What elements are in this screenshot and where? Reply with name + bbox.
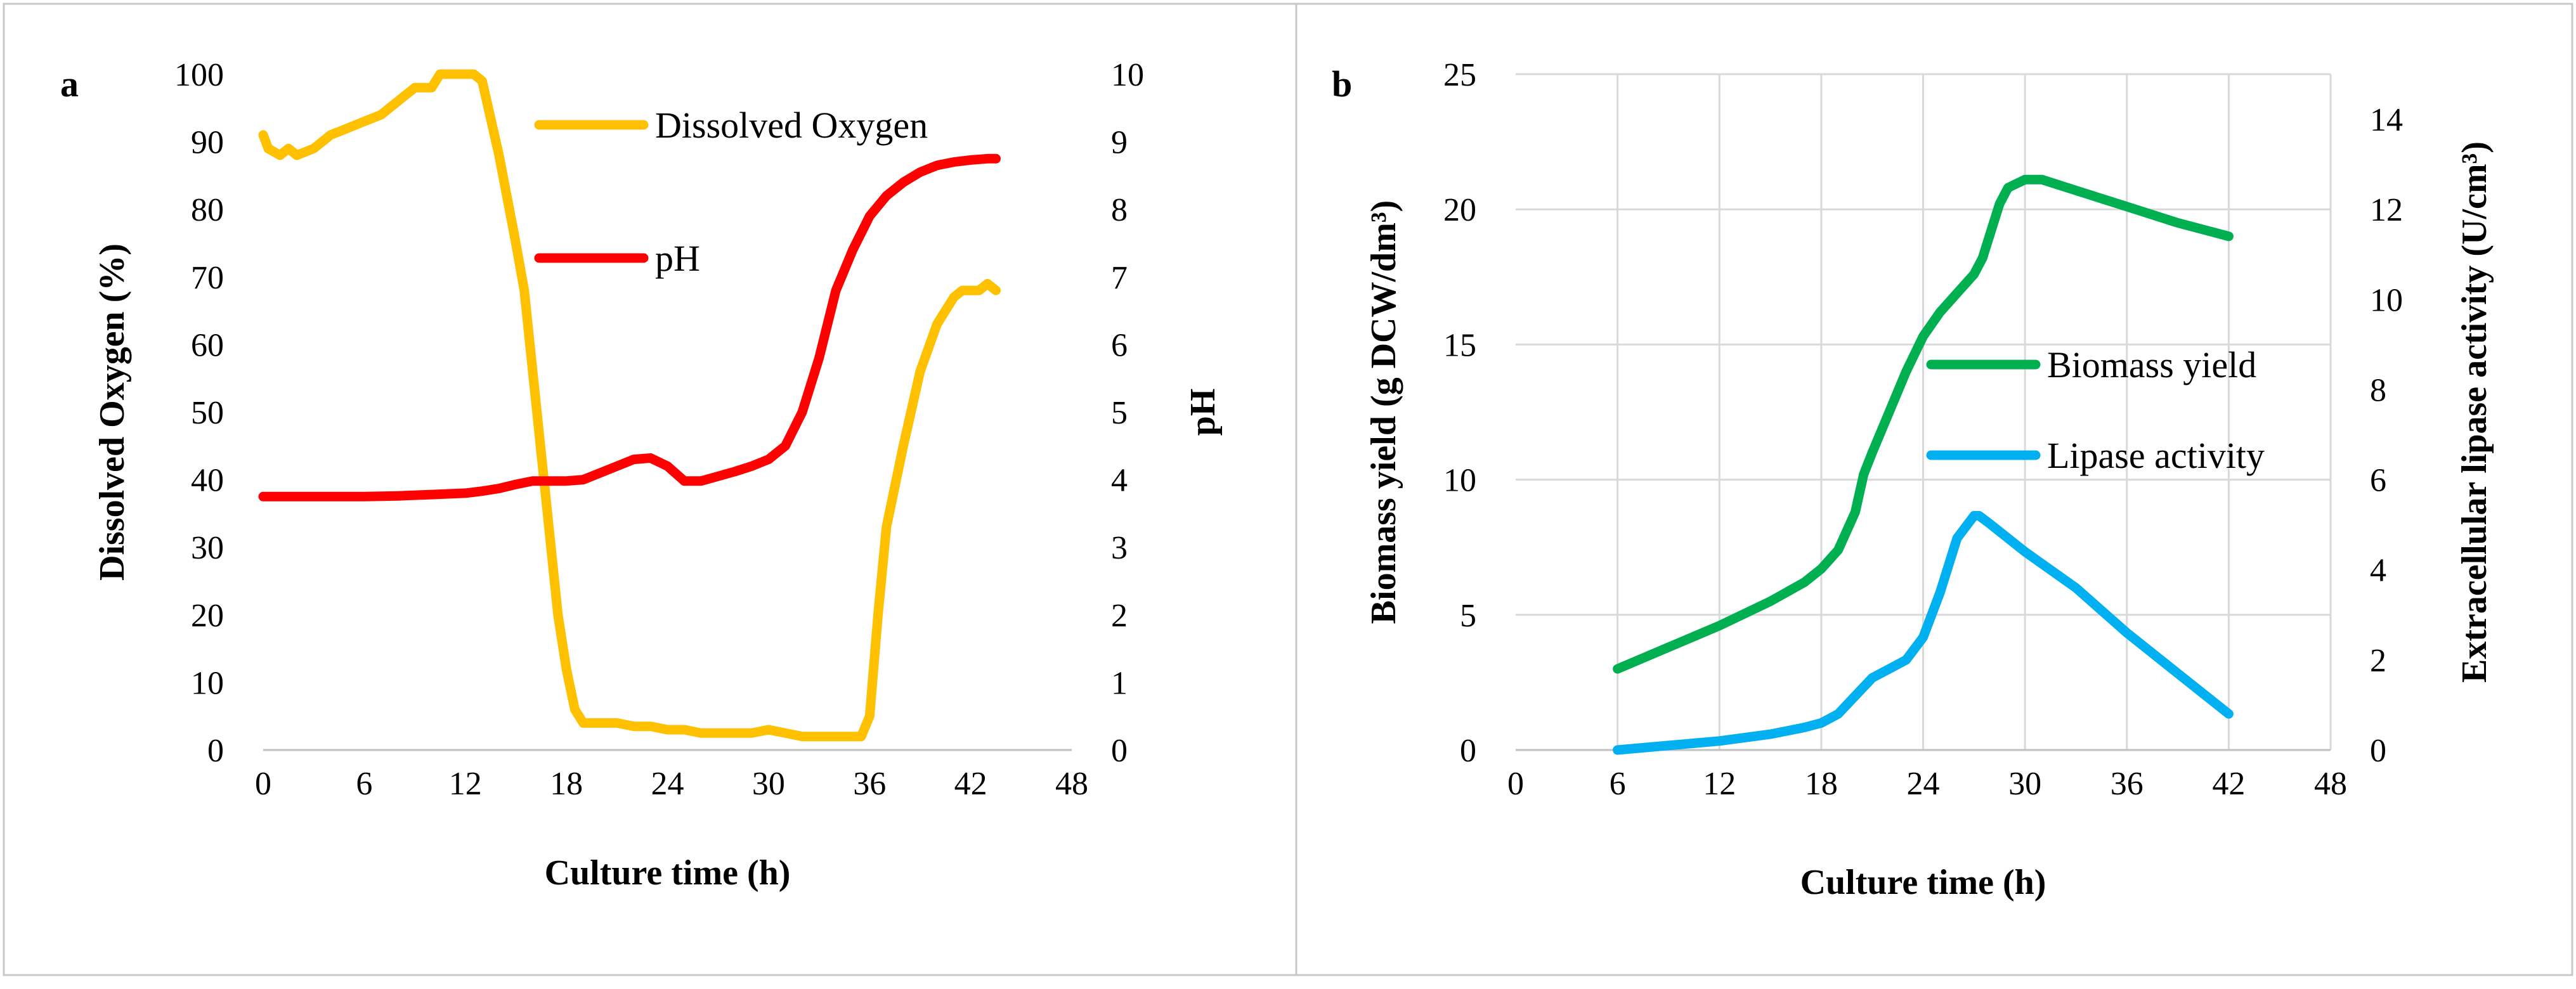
chart-a-x-tick-label-6: 36 [853,766,886,802]
chart-b-x-tick-label-5: 30 [2008,766,2041,802]
chart-a-x-axis-title: Culture time (h) [545,853,791,893]
chart-a-x-tick-label-1: 6 [356,766,372,802]
chart-b-legend-label-biomass-yield: Biomass yield [2047,344,2256,385]
chart-b-y-right-tick-label-7: 14 [2370,102,2403,138]
chart-a-y-left-tick-label-3: 30 [191,530,224,566]
chart-b-x-tick-label-6: 36 [2111,766,2143,802]
panel-b-label: b [1332,63,1352,105]
chart-b-y-left-tick-label-4: 20 [1443,192,1476,228]
chart-a-y-right-tick-label-10: 10 [1111,57,1144,93]
chart-b-y-right-tick-label-1: 2 [2370,643,2386,679]
chart-b-y-left-tick-label-3: 15 [1443,327,1476,363]
chart-b-y-right-tick-label-6: 12 [2370,192,2403,228]
panel-a-label: a [60,63,79,105]
chart-b-x-tick-label-4: 24 [1907,766,1940,802]
chart-a-y-right-tick-label-8: 8 [1111,192,1128,228]
chart-a-y-left-tick-label-10: 100 [174,57,224,93]
chart-a: 0 6 12 18 24 30 36 42 48010203040506070809010001… [93,57,1223,893]
chart-a-x-tick-label-5: 30 [752,766,785,802]
chart-a-y-right-tick-label-9: 9 [1111,125,1128,161]
chart-b-series-biomass-yield [1613,174,2234,674]
chart-b-y-right-tick-label-4: 8 [2370,372,2386,408]
chart-a-y-right-tick-label-2: 2 [1111,598,1128,634]
chart-b-x-tick-label-7: 42 [2212,766,2245,802]
chart-a-y-left-tick-label-9: 90 [191,125,224,161]
chart-b-x-tick-label-1: 6 [1610,766,1626,802]
chart-a-y-left-tick-label-1: 10 [191,665,224,701]
chart-a-legend-label-ph: pH [655,238,700,279]
chart-b-y-right-tick-label-3: 6 [2370,463,2386,499]
chart-b-x-tick-label-0: 0 [1507,766,1524,802]
chart-b-y-left-tick-label-1: 5 [1460,598,1476,634]
chart-a-x-tick-label-2: 12 [449,766,482,802]
chart-a-y-left-tick-label-4: 40 [191,463,224,499]
chart-a-y-left-axis-title: Dissolved Oxygen (%) [93,243,132,581]
chart-a-y-right-tick-label-6: 6 [1111,327,1128,363]
chart-a-x-tick-label-0: 0 [255,766,271,802]
chart-a-series-ph [258,153,1001,501]
chart-a-x-tick-label-7: 42 [954,766,987,802]
panel-b-frame [1295,3,2573,976]
chart-a-y-right-tick-label-0: 0 [1111,733,1128,769]
chart-b-y-left-axis-title: Biomass yield (g DCW/dm³) [1364,200,1403,624]
chart-a-y-left-tick-label-2: 20 [191,598,224,634]
chart-a-x-tick-label-4: 24 [651,766,684,802]
chart-b-y-left-tick-label-0: 0 [1460,733,1476,769]
chart-b-y-left-tick-label-5: 25 [1443,57,1476,93]
chart-a-y-right-tick-label-3: 3 [1111,530,1128,566]
chart-b-y-right-tick-label-2: 4 [2370,553,2386,589]
chart-a-series-dissolved-oxygen [258,69,1001,742]
chart-a-y-left-tick-label-8: 80 [191,192,224,228]
chart-b-series-lipase-activity [1613,511,2234,755]
chart-a-y-left-tick-label-7: 70 [191,260,224,296]
chart-b-x-tick-label-8: 48 [2314,766,2347,802]
chart-a-y-left-tick-label-0: 0 [207,733,224,769]
chart-a-y-right-tick-label-4: 4 [1111,463,1128,499]
chart-b-y-right-tick-label-5: 10 [2370,282,2403,318]
chart-b-x-tick-label-3: 18 [1805,766,1838,802]
chart-b-legend-label-lipase-activity: Lipase activity [2047,435,2265,476]
chart-b-y-right-tick-label-0: 0 [2370,733,2386,769]
chart-b-x-tick-label-2: 12 [1703,766,1736,802]
chart-a-x-tick-label-3: 18 [550,766,583,802]
chart-a-y-left-tick-label-5: 50 [191,395,224,431]
chart-b-y-left-tick-label-2: 10 [1443,463,1476,499]
chart-a-y-right-axis-title: pH [1183,389,1223,436]
chart-b-y-right-axis-title: Extracellular lipase activity (U/cm³) [2455,141,2494,683]
chart-a-legend-label-dissolved-oxygen: Dissolved Oxygen [655,105,928,146]
chart-b: 0 6 12 18 24 30 36 42 48051015202502468101214Cul… [1364,57,2494,902]
chart-a-x-tick-label-8: 48 [1055,766,1088,802]
chart-a-y-right-tick-label-5: 5 [1111,395,1128,431]
chart-a-y-left-tick-label-6: 60 [191,327,224,363]
chart-a-y-right-tick-label-1: 1 [1111,665,1128,701]
chart-b-x-axis-title: Culture time (h) [1800,863,2046,902]
chart-a-y-right-tick-label-7: 7 [1111,260,1128,296]
